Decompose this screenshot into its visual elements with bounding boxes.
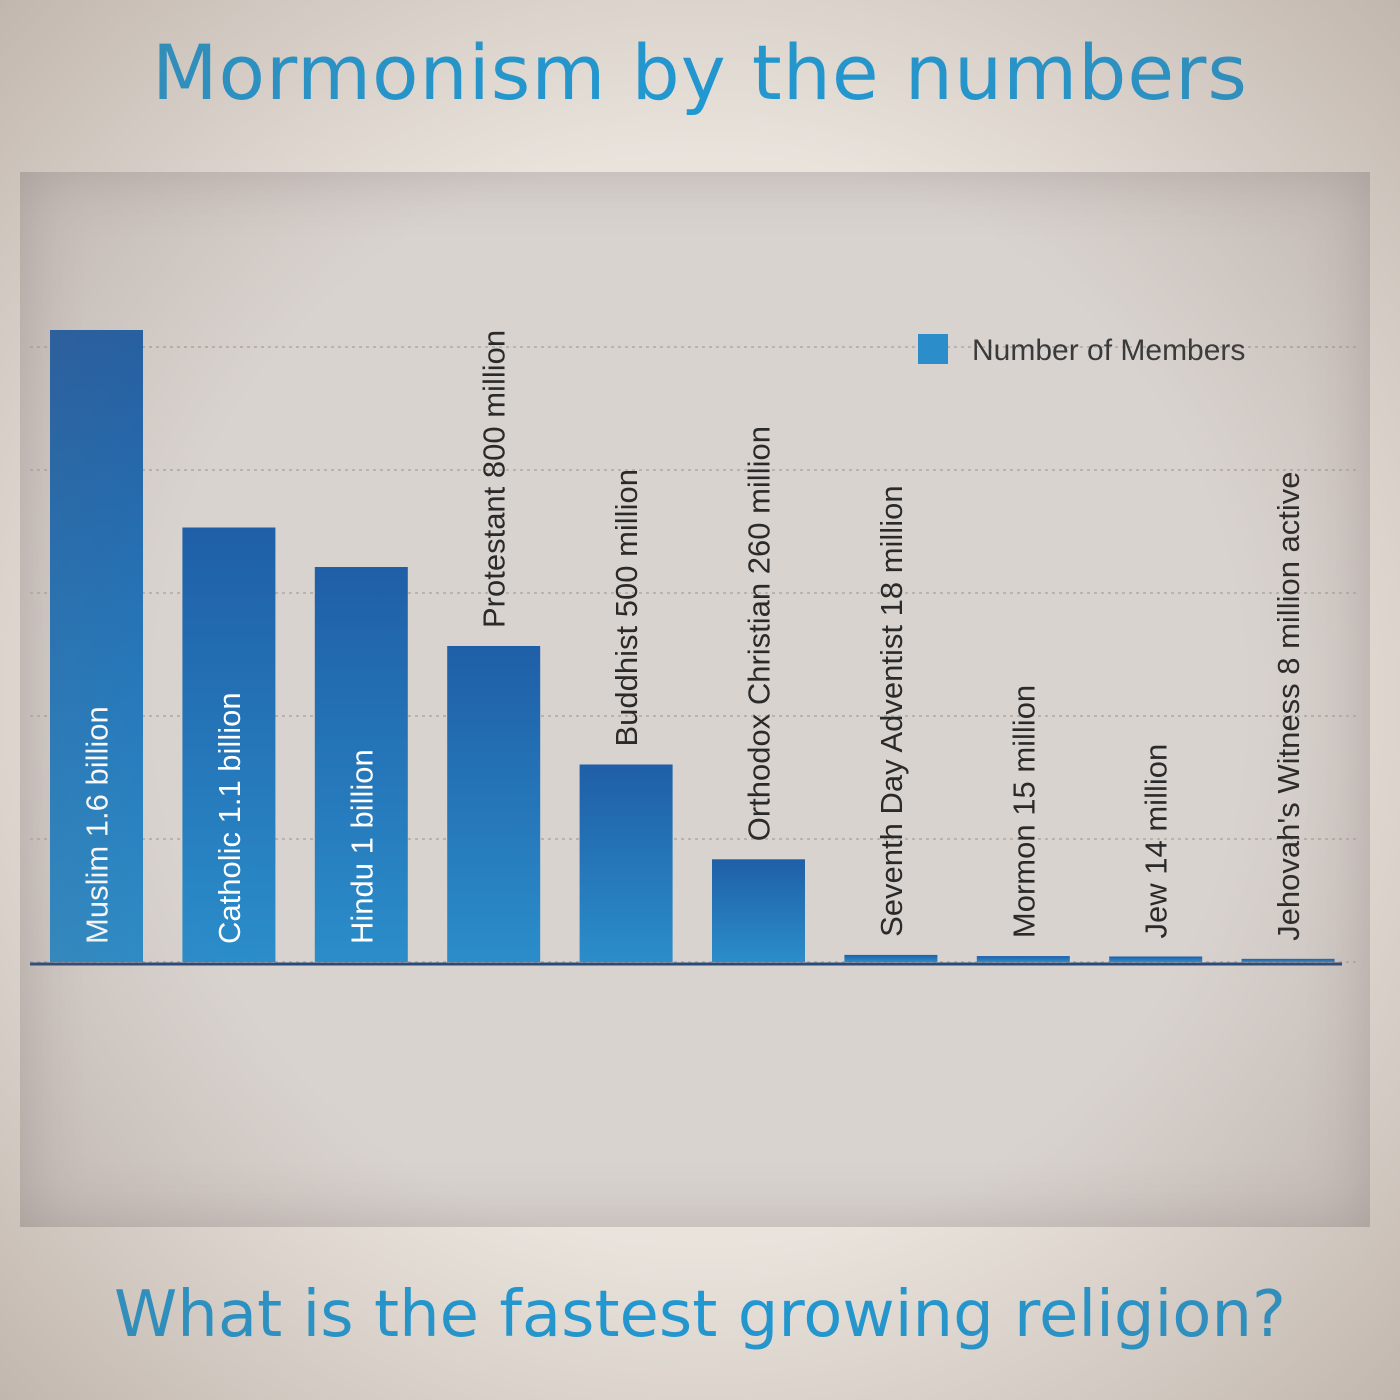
bar-label: Hindu 1 billion <box>344 749 379 944</box>
bar-label: Protestant 800 million <box>477 330 512 628</box>
legend-swatch <box>918 334 948 364</box>
bar <box>976 956 1070 962</box>
bar <box>844 954 938 962</box>
bar <box>182 527 276 962</box>
bar <box>50 330 143 962</box>
bar <box>579 764 673 962</box>
bar <box>447 646 541 962</box>
bar <box>314 567 408 962</box>
bar-label: Seventh Day Adventist 18 million <box>874 485 909 936</box>
bar-label: Jew 14 million <box>1139 744 1174 939</box>
bar-label: Buddhist 500 million <box>609 469 644 746</box>
page-subtitle: What is the fastest growing religion? <box>114 1278 1286 1352</box>
bar <box>1241 958 1335 962</box>
bar-label: Muslim 1.6 billion <box>80 706 115 944</box>
chart-panel: Muslim 1.6 billion Catholic 1.1 billion Hi… <box>20 172 1370 1227</box>
bar <box>1109 956 1203 962</box>
bar-label: Mormon 15 million <box>1006 685 1041 938</box>
bar-label: Orthodox Christian 260 million <box>742 426 777 841</box>
legend: Number of Members <box>918 334 1245 367</box>
legend-label: Number of Members <box>972 334 1245 367</box>
bar-chart: Muslim 1.6 billion Catholic 1.1 billion Hi… <box>30 330 1360 966</box>
bar-label: Catholic 1.1 billion <box>212 692 247 944</box>
page-title: Mormonism by the numbers <box>151 28 1249 117</box>
bar-label: Jehovah's Witness 8 million active <box>1271 471 1306 940</box>
bars: Muslim 1.6 billion Catholic 1.1 billion Hi… <box>50 330 1335 962</box>
bar <box>712 859 805 962</box>
